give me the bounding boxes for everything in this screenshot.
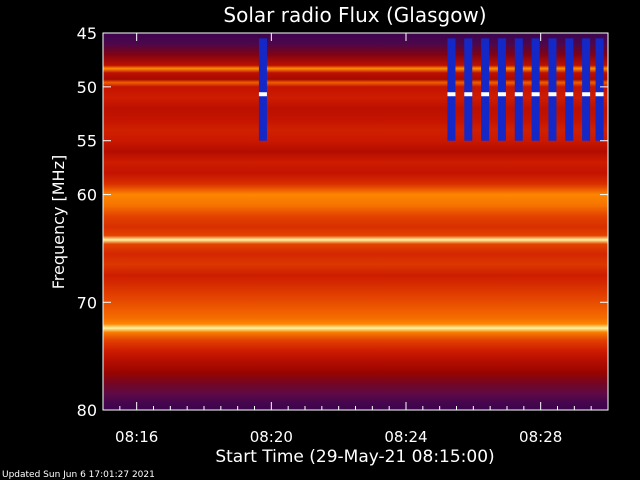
spectrogram-plot-area (103, 33, 608, 410)
chart-title: Solar radio Flux (Glasgow) (223, 3, 486, 27)
interference-burst (548, 38, 557, 141)
x-tick-label: 08:24 (384, 428, 427, 446)
interference-burst (464, 38, 473, 141)
interference-burst (258, 38, 267, 141)
interference-burst (481, 38, 490, 141)
interference-burst (582, 38, 591, 141)
interference-burst-core (582, 92, 591, 97)
interference-burst (565, 38, 574, 141)
interference-burst (595, 38, 604, 141)
x-axis-label: Start Time (29-May-21 08:15:00) (215, 447, 494, 467)
interference-bursts (258, 38, 604, 141)
y-axis-label: Frequency [MHz] (49, 155, 68, 289)
interference-burst (447, 38, 456, 141)
interference-burst-core (595, 92, 604, 97)
updated-timestamp: Updated Sun Jun 6 17:01:27 2021 (2, 470, 155, 480)
interference-burst (497, 38, 506, 141)
y-axis-ticks: 45 50 55 60 70 80 (77, 24, 608, 420)
y-tick-label: 50 (77, 78, 97, 97)
interference-burst-core (447, 92, 456, 97)
interference-burst-core (548, 92, 557, 97)
interference-burst-core (531, 92, 540, 97)
x-tick-label: 08:20 (250, 428, 293, 446)
interference-burst-core (497, 92, 506, 97)
y-tick-label: 70 (77, 293, 97, 312)
y-tick-label: 45 (77, 24, 97, 43)
x-tick-label: 08:16 (115, 428, 158, 446)
interference-burst (514, 38, 523, 141)
interference-burst (531, 38, 540, 141)
interference-burst-core (481, 92, 490, 97)
y-tick-label: 80 (77, 401, 97, 420)
interference-burst-core (514, 92, 523, 97)
y-tick-label: 55 (77, 132, 97, 151)
y-tick-label: 60 (77, 186, 97, 205)
interference-burst-core (565, 92, 574, 97)
x-axis-ticks: 08:16 08:20 08:24 08:28 (115, 33, 592, 446)
interference-burst-core (258, 92, 267, 97)
interference-burst-core (464, 92, 473, 97)
x-tick-label: 08:28 (519, 428, 562, 446)
